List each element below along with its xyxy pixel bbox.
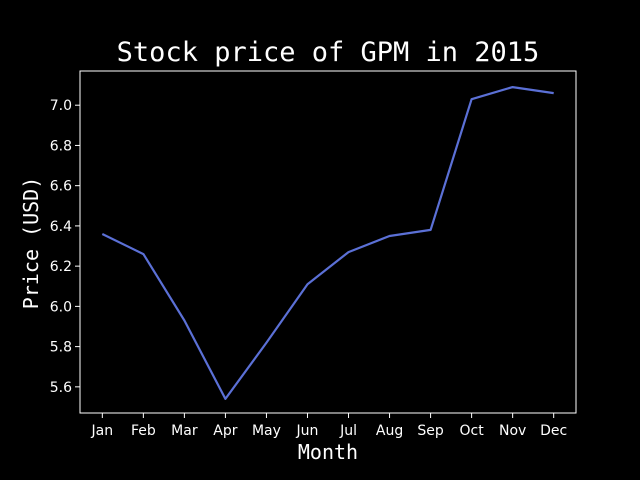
y-tick-label: 6.8 xyxy=(50,138,72,154)
x-tick-label: Apr xyxy=(213,423,237,439)
x-tick-label: Oct xyxy=(460,423,485,439)
x-tick-label: Jun xyxy=(296,423,319,439)
y-tick-label: 6.2 xyxy=(50,259,72,275)
x-tick-label: Nov xyxy=(499,423,526,439)
y-tick-label: 7.0 xyxy=(50,98,72,114)
x-tick-label: Dec xyxy=(540,423,567,439)
x-axis-label: Month xyxy=(298,440,358,464)
plot-frame xyxy=(79,70,577,414)
y-axis: 5.6 5.8 6.0 6.2 6.4 6.6 6.8 7.0 xyxy=(50,98,80,396)
y-tick-label: 5.6 xyxy=(50,380,72,396)
x-tick-label: Sep xyxy=(417,423,444,439)
y-tick-label: 5.8 xyxy=(50,340,72,356)
x-tick-label: Jan xyxy=(91,423,114,439)
y-tick-label: 6.0 xyxy=(50,299,72,315)
x-tick-label: Aug xyxy=(376,423,403,439)
chart-title: Stock price of GPM in 2015 xyxy=(117,37,540,68)
x-tick-label: Jul xyxy=(339,423,357,439)
y-tick-label: 6.4 xyxy=(50,219,72,235)
y-axis-label: Price (USD) xyxy=(19,177,43,309)
x-axis: Jan Feb Mar Apr May Jun Jul Aug Sep Oct Nov Dec xyxy=(91,413,567,439)
x-tick-label: Feb xyxy=(131,423,156,439)
x-tick-label: May xyxy=(252,423,281,439)
price-series-line xyxy=(101,86,554,400)
y-tick-label: 6.6 xyxy=(50,179,72,195)
x-tick-label: Mar xyxy=(171,423,198,439)
